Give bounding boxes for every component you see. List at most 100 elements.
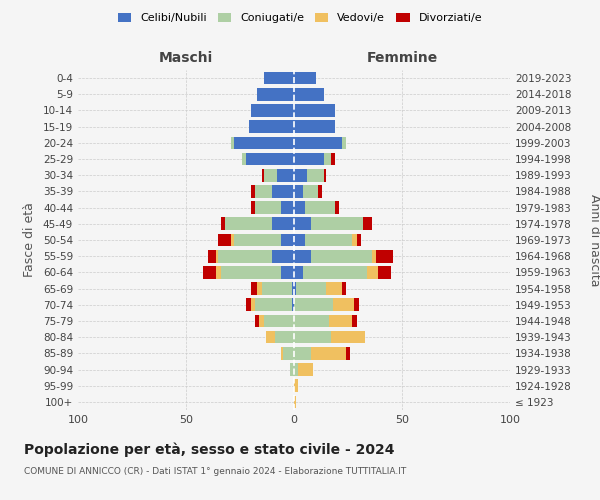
Bar	[294, 136, 341, 149]
Bar	[247, 298, 251, 311]
Bar	[294, 120, 335, 133]
Bar	[257, 88, 294, 101]
Bar	[255, 202, 281, 214]
Bar	[294, 72, 316, 85]
Bar	[294, 250, 311, 262]
Bar	[208, 250, 216, 262]
Bar	[298, 363, 313, 376]
Bar	[331, 152, 335, 166]
Bar	[294, 347, 311, 360]
Bar	[277, 169, 294, 181]
Bar	[324, 169, 326, 181]
Bar	[281, 266, 294, 278]
Bar	[311, 218, 363, 230]
Bar	[352, 314, 356, 328]
Bar	[290, 363, 294, 376]
Bar	[318, 185, 322, 198]
Bar	[333, 298, 355, 311]
Bar	[232, 234, 233, 246]
Bar	[218, 250, 272, 262]
Bar	[266, 331, 275, 344]
Bar	[264, 169, 277, 181]
Bar	[346, 347, 350, 360]
Bar	[372, 250, 376, 262]
Bar	[307, 169, 324, 181]
Bar	[296, 282, 326, 295]
Bar	[326, 282, 341, 295]
Bar	[331, 331, 365, 344]
Bar	[294, 314, 329, 328]
Bar	[294, 266, 302, 278]
Y-axis label: Fasce di età: Fasce di età	[23, 202, 36, 278]
Bar	[216, 266, 221, 278]
Bar	[259, 314, 264, 328]
Bar	[305, 234, 352, 246]
Bar	[324, 152, 331, 166]
Bar	[302, 185, 318, 198]
Bar	[251, 282, 257, 295]
Bar	[294, 202, 305, 214]
Legend: Celibi/Nubili, Coniugati/e, Vedovi/e, Divorziati/e: Celibi/Nubili, Coniugati/e, Vedovi/e, Di…	[113, 8, 487, 28]
Bar	[378, 266, 391, 278]
Bar	[262, 169, 264, 181]
Bar	[341, 282, 346, 295]
Bar	[251, 298, 255, 311]
Text: Femmine: Femmine	[367, 51, 437, 65]
Bar	[281, 202, 294, 214]
Bar	[255, 185, 272, 198]
Bar	[294, 152, 324, 166]
Bar	[221, 266, 281, 278]
Bar	[283, 347, 294, 360]
Bar	[311, 347, 346, 360]
Bar	[367, 266, 378, 278]
Bar	[264, 72, 294, 85]
Bar	[255, 314, 259, 328]
Bar	[294, 282, 296, 295]
Bar	[294, 218, 311, 230]
Bar	[294, 185, 302, 198]
Bar	[257, 282, 262, 295]
Bar	[255, 298, 292, 311]
Bar	[329, 314, 352, 328]
Bar	[355, 298, 359, 311]
Bar	[281, 234, 294, 246]
Bar	[311, 250, 372, 262]
Bar	[233, 136, 294, 149]
Bar	[294, 380, 298, 392]
Bar	[352, 234, 356, 246]
Bar	[305, 202, 335, 214]
Bar	[376, 250, 394, 262]
Text: COMUNE DI ANNICCO (CR) - Dati ISTAT 1° gennaio 2024 - Elaborazione TUTTITALIA.IT: COMUNE DI ANNICCO (CR) - Dati ISTAT 1° g…	[24, 468, 406, 476]
Bar	[247, 152, 294, 166]
Bar	[294, 396, 296, 408]
Text: Popolazione per età, sesso e stato civile - 2024: Popolazione per età, sesso e stato civil…	[24, 442, 395, 457]
Bar	[292, 282, 294, 295]
Bar	[233, 234, 281, 246]
Bar	[294, 234, 305, 246]
Bar	[294, 363, 298, 376]
Bar	[335, 202, 340, 214]
Bar	[225, 218, 272, 230]
Bar	[272, 218, 294, 230]
Bar	[302, 266, 367, 278]
Bar	[363, 218, 372, 230]
Bar	[251, 104, 294, 117]
Bar	[251, 202, 255, 214]
Bar	[203, 266, 216, 278]
Bar	[294, 88, 324, 101]
Text: Maschi: Maschi	[159, 51, 213, 65]
Bar	[294, 104, 335, 117]
Bar	[275, 331, 294, 344]
Bar	[294, 331, 331, 344]
Bar	[292, 298, 294, 311]
Bar	[264, 314, 294, 328]
Bar	[356, 234, 361, 246]
Bar	[341, 136, 346, 149]
Bar	[272, 185, 294, 198]
Bar	[281, 347, 283, 360]
Bar	[294, 298, 333, 311]
Bar	[294, 169, 307, 181]
Bar	[218, 234, 232, 246]
Bar	[221, 218, 225, 230]
Bar	[251, 185, 255, 198]
